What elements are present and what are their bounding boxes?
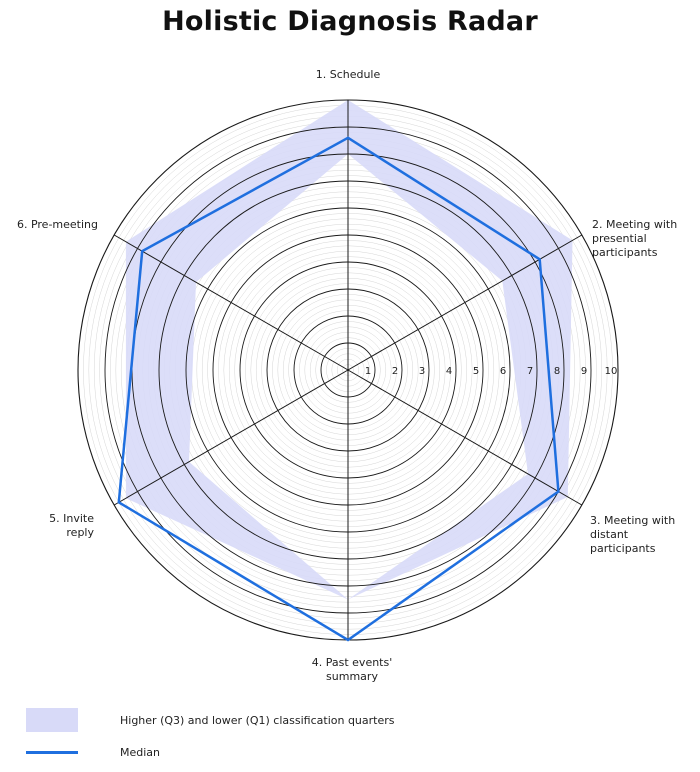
tick-label: 9	[581, 366, 587, 377]
tick-labels: 1 2 3 4 5 6 7 8 9 10	[365, 366, 618, 377]
quartile-band	[125, 100, 573, 600]
axis-label: 6. Pre-meeting	[17, 218, 98, 231]
axis-spoke	[347, 369, 583, 506]
tick-label: 8	[554, 366, 560, 377]
tick-label: 4	[446, 366, 452, 377]
tick-label: 2	[392, 366, 398, 377]
axis-label: 3. Meeting with distant participants	[590, 514, 675, 555]
axis-label: 2. Meeting with presential participants	[592, 218, 677, 259]
legend: Higher (Q3) and lower (Q1) classificatio…	[26, 708, 395, 772]
median-line	[117, 136, 560, 642]
axis-spokes	[113, 100, 583, 640]
chart-title: Holistic Diagnosis Radar	[162, 6, 538, 37]
tick-label: 1	[365, 366, 371, 377]
quartile-band-area	[125, 100, 573, 600]
axis-label: 4. Past events' summary	[312, 656, 393, 683]
legend-item-median: Median	[26, 740, 395, 764]
legend-swatch-median	[26, 750, 78, 754]
axis-label: 1. Schedule	[316, 68, 381, 81]
legend-label-median: Median	[120, 745, 161, 759]
tick-label: 10	[605, 366, 618, 377]
tick-label: 3	[419, 366, 425, 377]
legend-swatch-band	[26, 708, 78, 732]
axis-labels: 1. Schedule 2. Meeting with presential part…	[17, 68, 677, 683]
legend-label-band: Higher (Q3) and lower (Q1) classificatio…	[120, 713, 395, 727]
tick-label: 7	[527, 366, 533, 377]
tick-label: 6	[500, 366, 506, 377]
radar-chart: 1 2 3 4 5 6 7 8 9 10 1. Schedule 2. Meeting with pr…	[17, 68, 677, 683]
median-series	[117, 136, 560, 642]
axis-spoke	[113, 369, 349, 506]
axis-spoke	[347, 234, 583, 371]
legend-item-band: Higher (Q3) and lower (Q1) classificatio…	[26, 708, 395, 732]
axis-label: 5. Invite reply	[49, 512, 94, 539]
axis-spoke	[113, 234, 349, 371]
tick-label: 5	[473, 366, 479, 377]
